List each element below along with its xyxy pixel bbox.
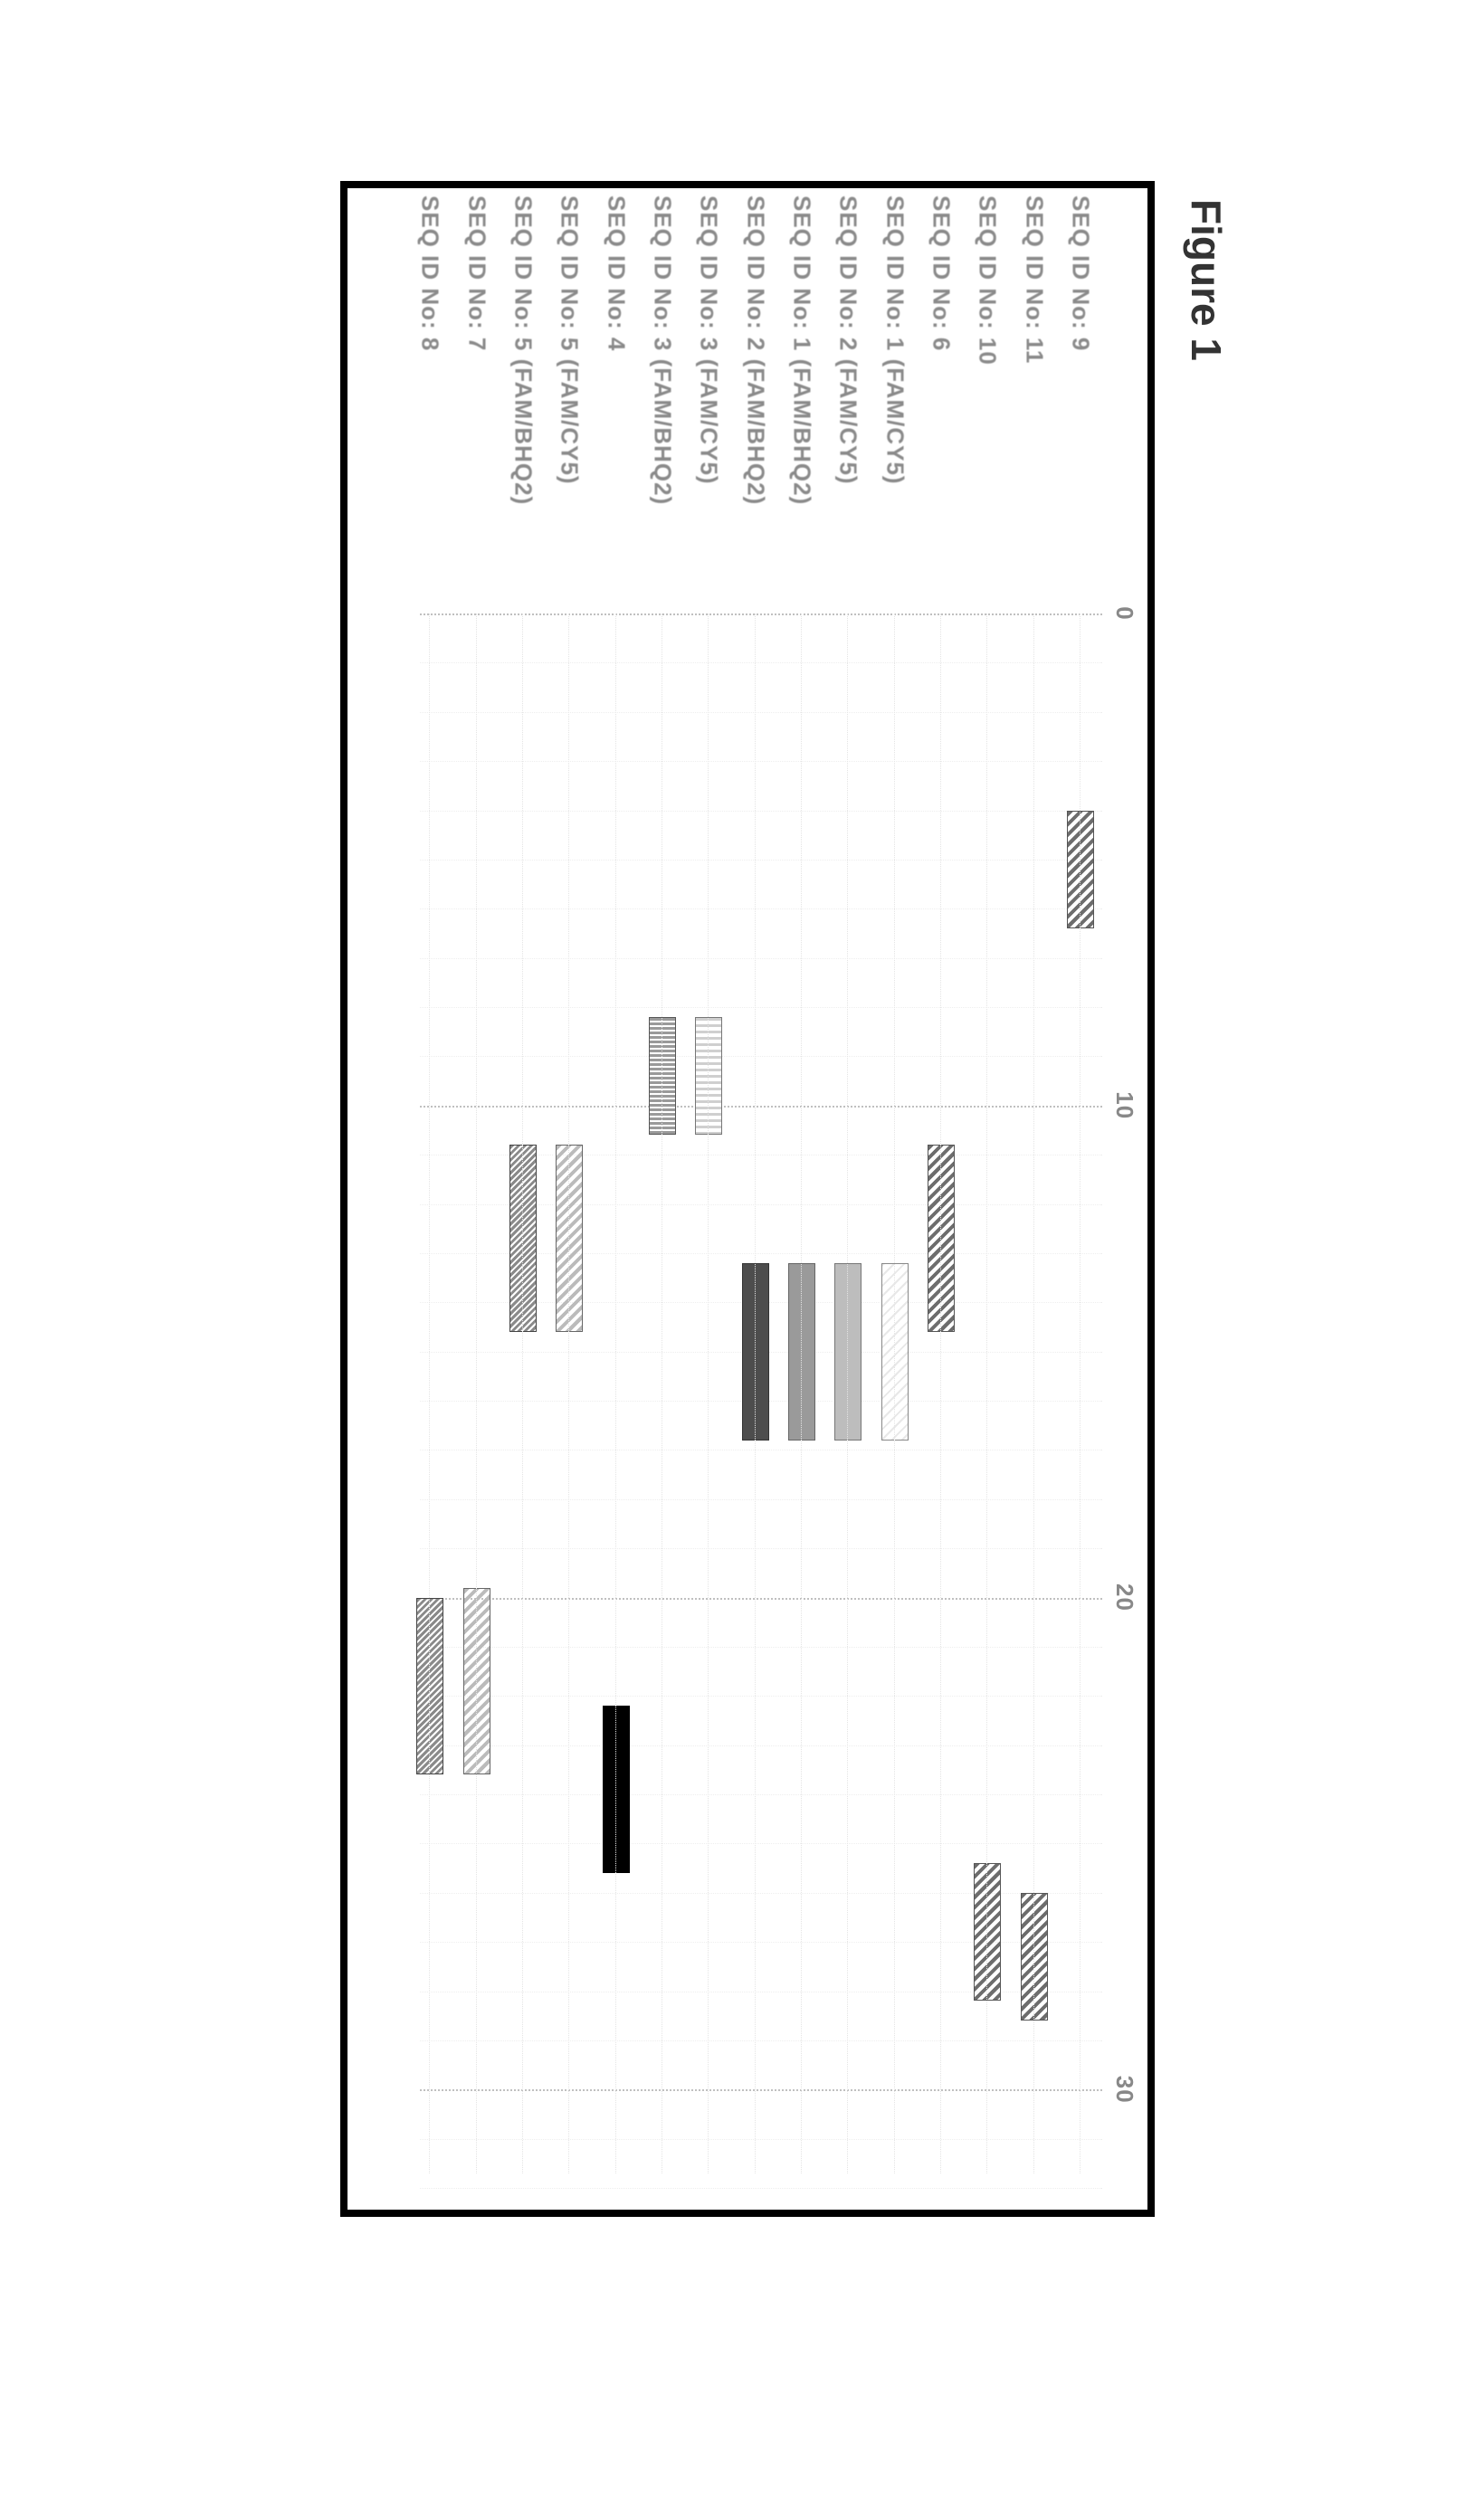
row-label-seq10: SEQ ID No: 10 — [974, 195, 1002, 613]
row-label-seq4: SEQ ID No: 4 — [602, 195, 630, 613]
bar-seq5b — [509, 1145, 537, 1332]
row-label-seq1b: SEQ ID No: 1 (FAM/BHQ2) — [788, 195, 816, 613]
data-row-seq2a: SEQ ID No: 2 (FAM/CY5) — [826, 613, 870, 2173]
data-row-seq2b: SEQ ID No: 2 (FAM/BHQ2) — [734, 613, 777, 2173]
bar-seq1a — [881, 1263, 909, 1441]
data-row-seq10: SEQ ID No: 10 — [966, 613, 1009, 2173]
data-row-seq11: SEQ ID No: 11 — [1013, 613, 1056, 2173]
chart-frame: 0102030SEQ ID No: 9SEQ ID No: 11SEQ ID N… — [340, 181, 1155, 2217]
figure-title: Figure 1 — [1182, 199, 1231, 2262]
data-row-seq8: SEQ ID No: 8 — [408, 613, 452, 2173]
bar-seq8 — [416, 1598, 443, 1775]
row-label-seq6: SEQ ID No: 6 — [928, 195, 956, 613]
x-tick-label: 0 — [1110, 606, 1138, 620]
bar-seq5a — [556, 1145, 583, 1332]
data-row-seq6: SEQ ID No: 6 — [919, 613, 963, 2173]
row-label-seq5b: SEQ ID No: 5 (FAM/BHQ2) — [509, 195, 538, 613]
data-row-seq5b: SEQ ID No: 5 (FAM/BHQ2) — [501, 613, 545, 2173]
bar-seq7 — [463, 1588, 490, 1775]
row-label-seq8: SEQ ID No: 8 — [416, 195, 444, 613]
data-row-seq1b: SEQ ID No: 1 (FAM/BHQ2) — [780, 613, 823, 2173]
row-label-seq7: SEQ ID No: 7 — [462, 195, 490, 613]
row-label-seq3a: SEQ ID No: 3 (FAM/CY5) — [695, 195, 723, 613]
plot-area: 0102030SEQ ID No: 9SEQ ID No: 11SEQ ID N… — [420, 613, 1102, 2173]
data-row-seq5a: SEQ ID No: 5 (FAM/CY5) — [547, 613, 591, 2173]
grid-minor — [420, 2188, 1102, 2191]
bar-seq3b — [649, 1017, 676, 1136]
bar-seq2b — [742, 1263, 769, 1441]
data-row-seq1a: SEQ ID No: 1 (FAM/CY5) — [873, 613, 917, 2173]
row-label-seq11: SEQ ID No: 11 — [1020, 195, 1048, 613]
bar-seq10 — [974, 1863, 1001, 2001]
x-tick-label: 30 — [1110, 2076, 1138, 2104]
bar-seq3a — [695, 1017, 722, 1136]
row-label-seq3b: SEQ ID No: 3 (FAM/BHQ2) — [649, 195, 677, 613]
row-label-seq9: SEQ ID No: 9 — [1067, 195, 1095, 613]
data-row-seq3a: SEQ ID No: 3 (FAM/CY5) — [687, 613, 730, 2173]
x-tick-label: 10 — [1110, 1091, 1138, 1119]
x-tick-label: 20 — [1110, 1583, 1138, 1612]
bar-seq6 — [928, 1145, 955, 1332]
figure-rotated-container: Figure 1 0102030SEQ ID No: 9SEQ ID No: 1… — [235, 181, 1231, 2262]
row-label-seq1a: SEQ ID No: 1 (FAM/CY5) — [881, 195, 909, 613]
page: Figure 1 0102030SEQ ID No: 9SEQ ID No: 1… — [0, 0, 1466, 2520]
bar-seq4 — [603, 1706, 630, 1873]
row-label-seq5a: SEQ ID No: 5 (FAM/CY5) — [556, 195, 584, 613]
data-row-seq7: SEQ ID No: 7 — [455, 613, 499, 2173]
data-row-seq9: SEQ ID No: 9 — [1059, 613, 1102, 2173]
bar-seq2a — [834, 1263, 862, 1441]
data-row-seq3b: SEQ ID No: 3 (FAM/BHQ2) — [641, 613, 684, 2173]
bar-seq11 — [1021, 1893, 1048, 2021]
row-label-seq2a: SEQ ID No: 2 (FAM/CY5) — [834, 195, 862, 613]
bar-seq9 — [1067, 811, 1094, 929]
data-row-seq4: SEQ ID No: 4 — [595, 613, 638, 2173]
bar-seq1b — [788, 1263, 815, 1441]
row-label-seq2b: SEQ ID No: 2 (FAM/BHQ2) — [741, 195, 769, 613]
